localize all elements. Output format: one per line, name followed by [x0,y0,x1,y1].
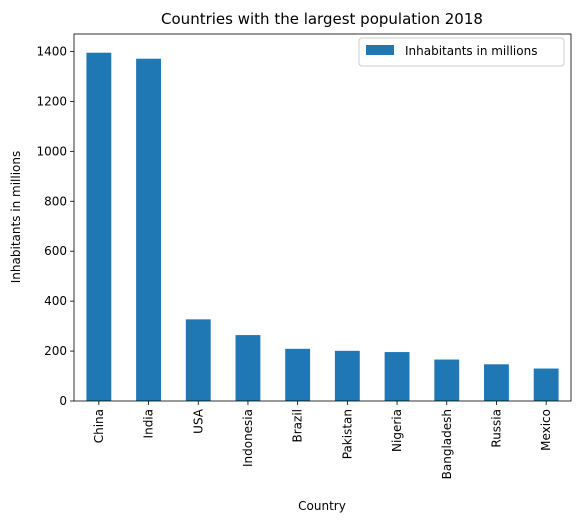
x-axis: China India USA Indonesia Brazil Pakistan Nige… [92,401,553,479]
legend-swatch [366,45,394,55]
bar-usa [185,319,211,401]
y-tick-label-0: 0 [59,394,67,408]
bar-bangladesh [434,359,460,401]
chart-title: Countries with the largest population 20… [161,10,483,28]
bars-group [86,52,559,402]
plot-frame [73,33,572,402]
bar-indonesia [235,335,261,401]
x-axis-label: Country [298,499,346,513]
y-axis-label: Inhabitants in millions [9,151,23,283]
y-tick-label-1400: 1400 [36,44,67,58]
bar-brazil [285,348,311,401]
y-axis: 0 200 400 600 800 1000 1200 1400 [36,44,74,408]
y-tick-label-1000: 1000 [36,144,67,158]
legend: Inhabitants in millions [358,37,565,67]
bar-russia [484,364,509,401]
x-tick-label-india: India [142,409,156,438]
legend-label: Inhabitants in millions [405,44,537,58]
x-tick-label-russia: Russia [489,409,503,448]
bar-pakistan [334,350,360,401]
x-tick-label-usa: USA [191,408,205,434]
x-tick-label-mexico: Mexico [539,409,553,451]
x-tick-label-pakistan: Pakistan [340,409,354,459]
y-tick-label-400: 400 [44,294,67,308]
bar-china [86,52,112,402]
bar-india [136,58,161,401]
plot-area [73,33,572,402]
y-tick-label-200: 200 [44,344,67,358]
bar-nigeria [384,352,410,401]
x-tick-label-indonesia: Indonesia [241,409,255,467]
legend-frame [358,37,565,67]
y-tick-label-1200: 1200 [36,94,67,108]
y-tick-label-600: 600 [44,244,67,258]
y-tick-label-800: 800 [44,194,67,208]
x-tick-label-nigeria: Nigeria [390,409,404,452]
x-tick-label-brazil: Brazil [291,409,305,443]
x-tick-label-bangladesh: Bangladesh [440,409,454,479]
bar-mexico [533,368,559,401]
x-tick-label-china: China [92,409,106,443]
